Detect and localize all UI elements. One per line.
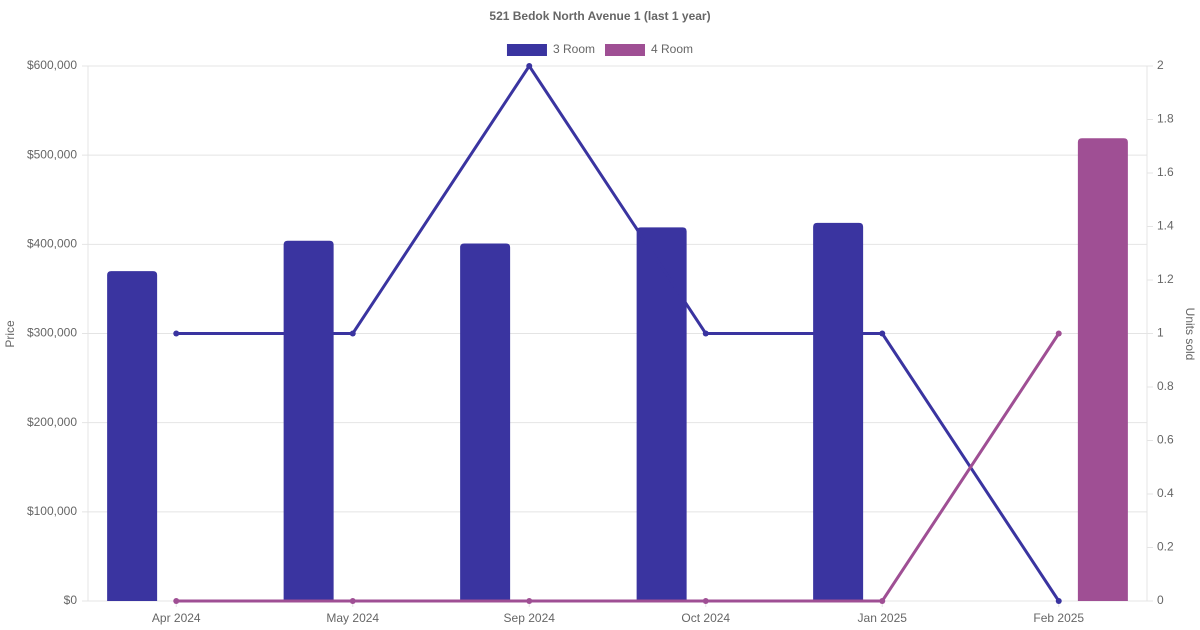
legend-label: 4 Room [651,42,693,56]
units-point [702,598,709,604]
bar [636,227,687,601]
units-point [1055,598,1062,604]
y-tick-label: $300,000 [27,326,77,340]
x-tick-label: Apr 2024 [152,611,201,625]
y-axis-title: Price [3,320,17,348]
y2-axis-title: Units sold [1183,308,1197,361]
bar [107,271,158,601]
units-point [173,330,180,337]
y2-tick-label: 1.4 [1157,219,1174,233]
bar [1077,138,1128,601]
chart-title: 521 Bedok North Avenue 1 (last 1 year) [489,9,710,23]
bar [813,222,864,601]
units-point [879,330,886,337]
units-point [173,598,180,604]
y2-tick-label: 1.8 [1157,112,1174,126]
x-tick-label: Feb 2025 [1033,611,1084,625]
y2-tick-label: 0.2 [1157,540,1174,554]
units-point [349,330,356,337]
y-tick-label: $100,000 [27,504,77,518]
units-point [349,598,356,604]
y2-tick-label: 0.4 [1157,486,1174,500]
units-point [879,598,886,604]
units-point [526,63,533,69]
x-tick-label: Oct 2024 [681,611,730,625]
y-tick-label: $200,000 [27,415,77,429]
y2-tick-label: 0.6 [1157,433,1174,447]
y2-tick-label: 1.6 [1157,165,1174,179]
legend-label: 3 Room [553,42,595,56]
units-line [176,332,1061,603]
y2-tick-label: 2 [1157,58,1164,72]
y2-tick-label: 0 [1157,593,1164,607]
y2-tick-label: 0.8 [1157,379,1174,393]
y-tick-label: $600,000 [27,58,77,72]
x-tick-label: May 2024 [326,611,379,625]
bar [460,243,511,602]
units-point [1055,330,1062,337]
units-line [176,63,1061,602]
y2-tick-label: 1.2 [1157,272,1174,286]
y-tick-label: $0 [64,593,78,607]
y2-tick-label: 1 [1157,326,1164,340]
x-tick-label: Sep 2024 [504,611,556,625]
y-tick-label: $500,000 [27,147,77,161]
legend-swatch [506,44,547,56]
units-point [526,598,533,604]
legend-swatch [605,44,645,56]
x-tick-label: Jan 2025 [858,611,908,625]
bar [283,240,334,601]
y-tick-label: $400,000 [27,237,77,251]
units-point [702,330,709,337]
